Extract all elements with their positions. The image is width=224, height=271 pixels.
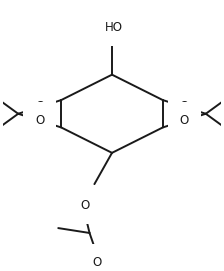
Text: O: O (180, 114, 189, 127)
Text: O: O (35, 101, 44, 114)
Text: O: O (180, 101, 189, 114)
Text: HO: HO (105, 21, 123, 34)
Text: O: O (93, 256, 102, 269)
Text: O: O (35, 114, 44, 127)
Text: O: O (80, 199, 89, 212)
